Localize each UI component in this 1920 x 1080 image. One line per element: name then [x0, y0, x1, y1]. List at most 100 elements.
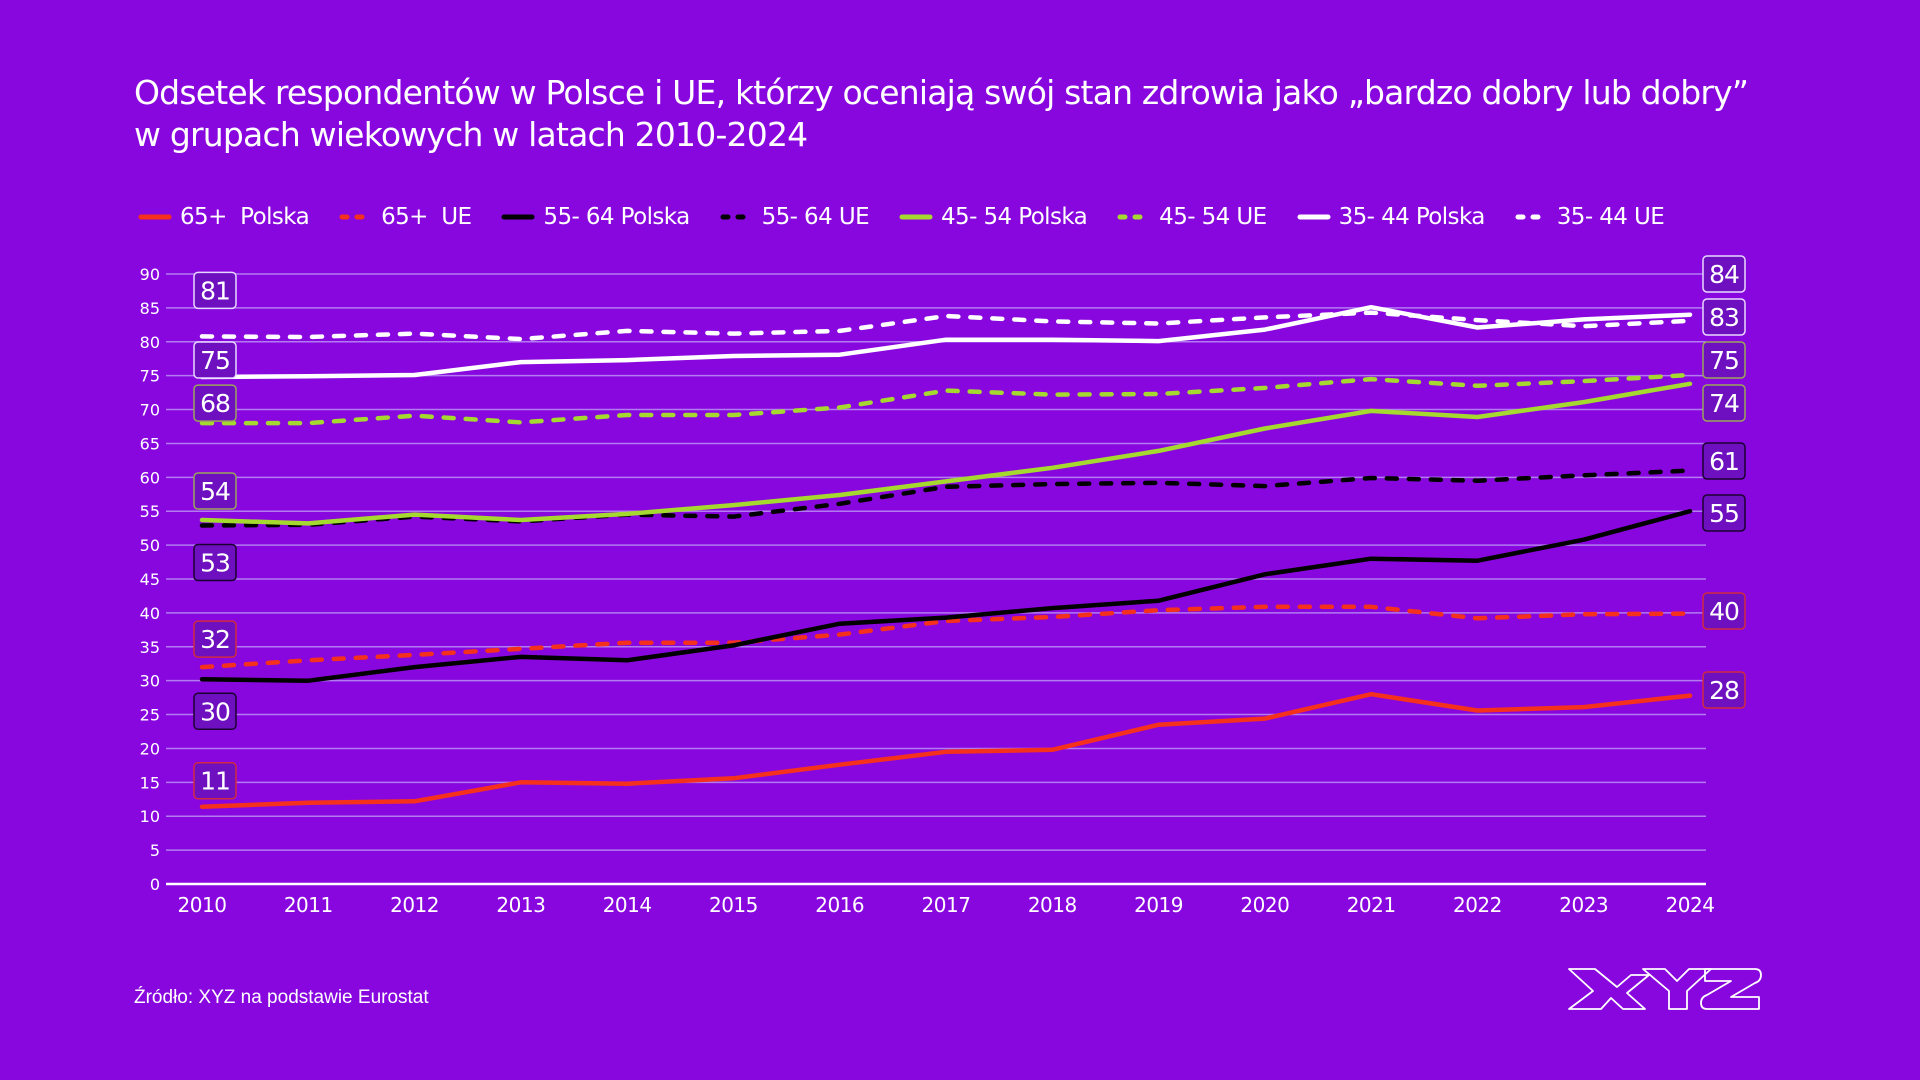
legend-swatch — [899, 214, 933, 220]
start-value-label-box — [193, 271, 237, 310]
legend-swatch — [501, 214, 535, 220]
y-tick-label: 30 — [140, 672, 160, 691]
x-tick-label: 2014 — [603, 893, 652, 917]
end-value-label: 84 — [1709, 260, 1739, 289]
chart-title: Odsetek respondentów w Polsce i UE, któr… — [134, 72, 1749, 156]
legend-label: 35- 44 UE — [1556, 204, 1665, 230]
y-tick-label: 5 — [150, 841, 160, 860]
start-value-label: 54 — [200, 477, 230, 506]
y-tick-label: 85 — [140, 299, 160, 318]
y-tick-label: 10 — [140, 807, 160, 826]
end-value-label-box — [1702, 671, 1746, 709]
legend-label: 65+ Polska — [180, 204, 310, 230]
chart-title-line-1: Odsetek respondentów w Polsce i UE, któr… — [134, 73, 1749, 112]
start-value-label-box — [193, 341, 237, 379]
y-tick-label: 45 — [140, 570, 160, 589]
logo-letter-y — [1642, 968, 1712, 1010]
legend-swatch — [1297, 214, 1331, 220]
legend-swatch — [138, 214, 172, 220]
end-value-label-box — [1702, 341, 1746, 379]
y-tick-label: 60 — [140, 468, 160, 487]
y-tick-label: 70 — [140, 401, 160, 420]
y-tick-label: 35 — [140, 638, 160, 657]
y-tick-label: 20 — [140, 739, 160, 758]
x-tick-label: 2021 — [1347, 893, 1396, 917]
legend-item: 45- 54 Polska — [899, 204, 1088, 230]
source-note: Źródło: XYZ na podstawie Eurostat — [134, 987, 429, 1008]
chart-legend: 65+ Polska 65+ UE 55- 64 Polska 55- 64 UE 45… — [138, 204, 1694, 230]
legend-item: 45- 54 UE — [1117, 204, 1267, 230]
start-value-label: 30 — [200, 697, 230, 726]
x-tick-label: 2015 — [709, 893, 758, 917]
start-value-label: 81 — [200, 276, 230, 305]
y-tick-label: 0 — [150, 875, 160, 894]
y-tick-label: 65 — [140, 434, 160, 453]
start-value-label-box — [193, 620, 237, 658]
start-value-label: 53 — [200, 548, 230, 577]
legend-label: 45- 54 UE — [1159, 204, 1267, 230]
x-tick-label: 2020 — [1240, 893, 1289, 917]
end-value-label-box — [1702, 494, 1746, 532]
x-tick-label: 2018 — [1028, 893, 1077, 917]
end-value-label-box — [1702, 384, 1746, 422]
end-value-label: 83 — [1709, 303, 1739, 332]
end-value-label: 61 — [1709, 447, 1739, 476]
legend-label: 55- 64 UE — [761, 204, 870, 230]
x-tick-label: 2017 — [922, 893, 971, 917]
legend-swatch — [1117, 214, 1151, 220]
y-tick-label: 80 — [140, 333, 160, 352]
start-value-label-box — [193, 692, 237, 731]
start-value-label-box — [193, 761, 237, 800]
series-line-35-44-ue — [199, 310, 1693, 342]
y-tick-label: 90 — [140, 265, 160, 284]
logo-graphic — [1568, 968, 1762, 1010]
x-tick-label: 2013 — [496, 893, 545, 917]
x-tick-label: 2023 — [1559, 893, 1608, 917]
start-value-label: 11 — [200, 767, 230, 796]
end-value-label-box — [1702, 298, 1746, 336]
legend-swatch — [1515, 214, 1549, 220]
end-value-label-box — [1702, 442, 1746, 480]
legend-item: 55- 64 Polska — [501, 204, 690, 230]
chart-title-line-2: w grupach wiekowych w latach 2010-2024 — [134, 115, 808, 154]
y-tick-label: 15 — [140, 773, 160, 792]
x-tick-label: 2010 — [178, 893, 227, 917]
start-value-label: 32 — [200, 625, 230, 654]
legend-item: 55- 64 UE — [720, 204, 870, 230]
legend-item: 65+ UE — [339, 204, 472, 230]
end-value-label-box — [1702, 255, 1746, 293]
legend-swatch — [720, 214, 754, 220]
x-tick-label: 2019 — [1134, 893, 1183, 917]
end-value-label-box — [1702, 592, 1746, 630]
end-value-label: 28 — [1709, 676, 1739, 705]
x-tick-label: 2016 — [815, 893, 864, 917]
legend-label: 55- 64 Polska — [543, 204, 690, 230]
logo-letter-z — [1700, 968, 1762, 1010]
x-tick-label: 2011 — [284, 893, 333, 917]
x-tick-label: 2024 — [1666, 893, 1715, 917]
legend-label: 65+ UE — [381, 204, 472, 230]
end-value-label: 75 — [1709, 346, 1739, 375]
legend-item: 65+ Polska — [138, 204, 310, 230]
y-tick-label: 55 — [140, 502, 160, 521]
y-tick-label: 75 — [140, 367, 160, 386]
y-tick-label: 50 — [140, 536, 160, 555]
start-value-label-box — [193, 472, 237, 510]
start-value-label: 75 — [200, 346, 230, 375]
line-chart: 0 5 10 15 20 25 30 35 40 45 50 55 60 65 70 75 80 85 90 2010… — [140, 255, 1746, 917]
legend-item: 35- 44 UE — [1515, 204, 1665, 230]
legend-label: 35- 44 Polska — [1338, 204, 1486, 230]
x-tick-label: 2012 — [390, 893, 439, 917]
series-line-45-54-polska — [199, 381, 1693, 526]
start-value-label-box — [193, 384, 237, 422]
y-tick-label: 25 — [140, 706, 160, 725]
x-tick-label: 2022 — [1453, 893, 1502, 917]
start-value-label: 68 — [200, 389, 230, 418]
end-value-label: 40 — [1709, 597, 1739, 626]
logo-letter-x — [1568, 968, 1650, 1010]
start-value-label-box — [193, 543, 237, 582]
xyz-logo-icon — [1565, 965, 1765, 1020]
legend-swatch — [339, 214, 373, 220]
y-tick-label: 40 — [140, 604, 160, 623]
end-value-label: 55 — [1709, 499, 1739, 528]
